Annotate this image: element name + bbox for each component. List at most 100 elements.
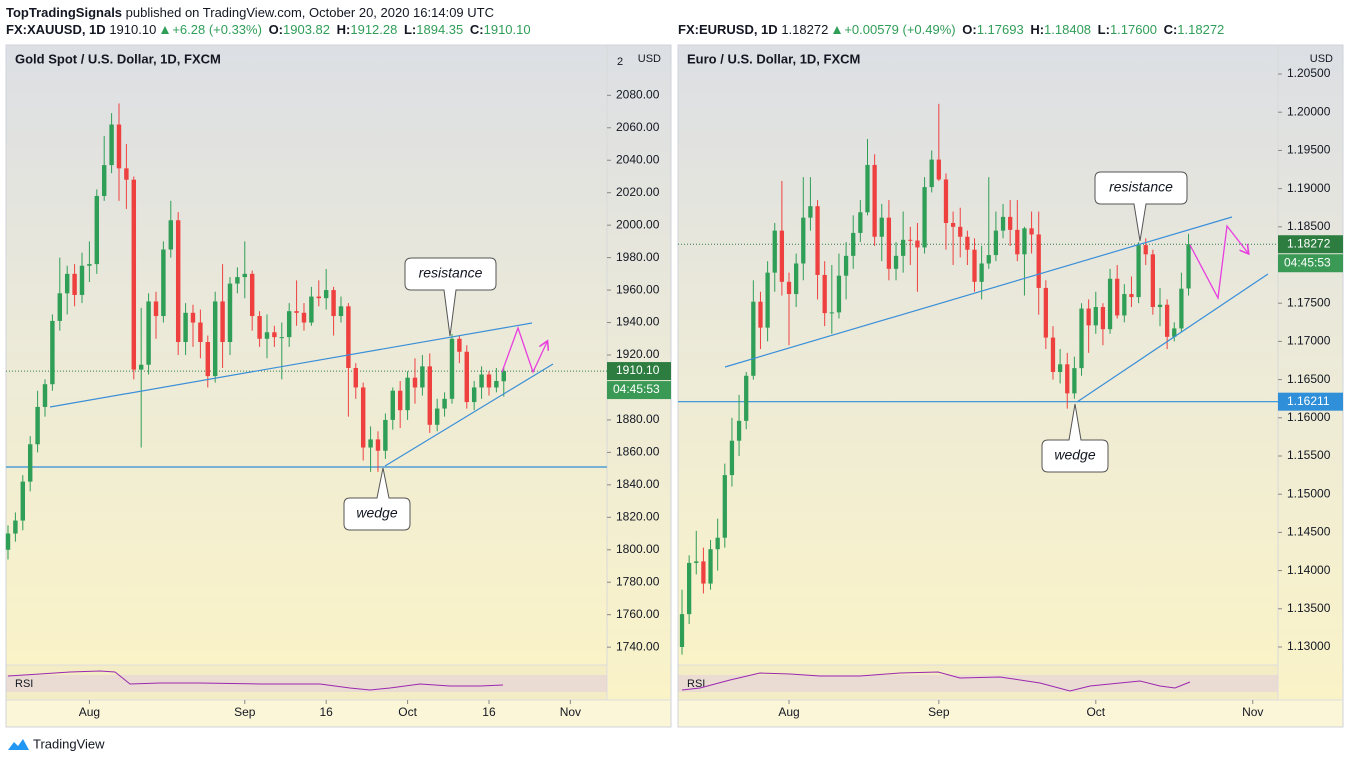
- rsi-band: [678, 675, 1278, 692]
- y-tick-label: 2080.00: [616, 87, 660, 101]
- candle-body: [131, 179, 137, 370]
- candle-body: [729, 440, 735, 476]
- y-tick-label: 1940.00: [616, 315, 660, 329]
- candle-body: [950, 222, 956, 227]
- field-value: 1.18272: [1177, 22, 1225, 37]
- rsi-line: [7, 670, 504, 691]
- candle-body: [715, 537, 720, 550]
- time-axis: [5, 699, 672, 728]
- candle-body: [872, 164, 877, 237]
- field-value: 1.18408: [1044, 22, 1092, 37]
- candle-body: [879, 217, 884, 237]
- candle-body: [501, 371, 506, 382]
- y-tick-label: 1880.00: [616, 412, 660, 426]
- candle-body: [794, 263, 799, 295]
- candle-body: [397, 390, 403, 411]
- candle-body: [175, 220, 181, 343]
- candle-body: [808, 206, 813, 218]
- annotation: resistance: [419, 265, 483, 281]
- candle-body: [257, 316, 262, 339]
- y-tick-label: 1.17000: [1287, 334, 1331, 348]
- y-tick-label: 1800.00: [616, 542, 660, 556]
- field-value: 1.17693: [976, 22, 1024, 37]
- symbol: FX:XAUUSD, 1D: [6, 22, 106, 37]
- candle-body: [286, 311, 292, 338]
- candle-body: [323, 290, 329, 299]
- candle-body: [915, 240, 920, 248]
- candle-body: [829, 312, 834, 314]
- x-tick-label: Oct: [1086, 705, 1105, 719]
- candle-body: [843, 255, 849, 276]
- y-tick-label: 1.19000: [1287, 181, 1331, 195]
- candle-body: [722, 475, 727, 538]
- y-tick-label: 2060.00: [616, 120, 660, 134]
- candle-body: [1143, 245, 1148, 255]
- up-icon: [161, 26, 170, 34]
- candle-body: [220, 301, 225, 343]
- candle-body: [272, 332, 277, 338]
- candle-body: [205, 342, 211, 377]
- candle-body: [183, 312, 188, 343]
- candle-body: [758, 301, 763, 328]
- candle-body: [1164, 304, 1170, 337]
- change: +0.00579 (+0.49%): [844, 22, 956, 37]
- candle-body: [434, 408, 440, 425]
- rsi-line: [681, 671, 1191, 692]
- candle-body: [479, 374, 484, 388]
- candle-body: [1029, 228, 1034, 235]
- candle-body: [190, 312, 196, 323]
- candle-body: [146, 301, 151, 365]
- price-level-tag: [1278, 392, 1343, 411]
- candle-body: [1043, 287, 1048, 338]
- candle-body: [765, 272, 770, 328]
- plot-area: [6, 45, 607, 665]
- candle-body: [368, 439, 373, 448]
- candle-body: [1015, 229, 1020, 255]
- candle-body: [893, 255, 899, 269]
- change: +6.28 (+0.33%): [172, 22, 262, 37]
- quote-line: FX:EURUSD, 1D 1.18272 +0.00579 (+0.49%) O…: [678, 22, 1227, 38]
- price-level-label: 1.16211: [1287, 394, 1330, 408]
- field-label: C:: [469, 22, 484, 37]
- last-price-tag: [1278, 235, 1343, 254]
- last: 1910.10: [109, 22, 157, 37]
- candle-body: [979, 263, 984, 282]
- candle-body: [836, 275, 842, 313]
- candle-body: [405, 377, 410, 411]
- candle-body: [1036, 234, 1041, 288]
- candle-body: [316, 296, 322, 299]
- axis-unit: USD: [1310, 53, 1333, 65]
- candle-body: [1179, 288, 1184, 329]
- y-tick-label: 1820.00: [616, 509, 660, 523]
- field-value: 1910.10: [483, 22, 531, 37]
- candle-body: [449, 338, 455, 399]
- candle-body: [13, 520, 18, 534]
- y-tick-label: 1740.00: [616, 639, 660, 653]
- axis-unit: USD: [638, 53, 661, 65]
- candle-body: [168, 220, 174, 250]
- candle-body: [42, 384, 48, 407]
- candle-body: [701, 561, 706, 584]
- y-tick-label: 1.13500: [1287, 601, 1331, 615]
- candle-body: [242, 273, 248, 278]
- candle-body: [138, 364, 144, 370]
- axis-note: 2: [617, 56, 623, 68]
- candle-body: [744, 375, 749, 421]
- candle-body: [35, 406, 40, 445]
- y-tick-label: 1.17500: [1287, 295, 1331, 309]
- field-label: O:: [962, 22, 977, 37]
- candle-body: [936, 159, 941, 180]
- candle-body: [815, 206, 820, 275]
- candle-body: [779, 230, 785, 282]
- candle-body: [79, 265, 85, 295]
- x-tick-label: 16: [320, 705, 334, 719]
- candle-body: [1093, 307, 1098, 326]
- candle-body: [198, 322, 203, 343]
- candle-body: [1186, 244, 1191, 289]
- pane-title: Gold Spot / U.S. Dollar, 1D, FXCM: [15, 51, 221, 66]
- x-tick-label: Sep: [928, 705, 950, 719]
- y-tick-label: 1.19500: [1287, 143, 1331, 157]
- published: published on TradingView.com, October 20…: [125, 5, 494, 20]
